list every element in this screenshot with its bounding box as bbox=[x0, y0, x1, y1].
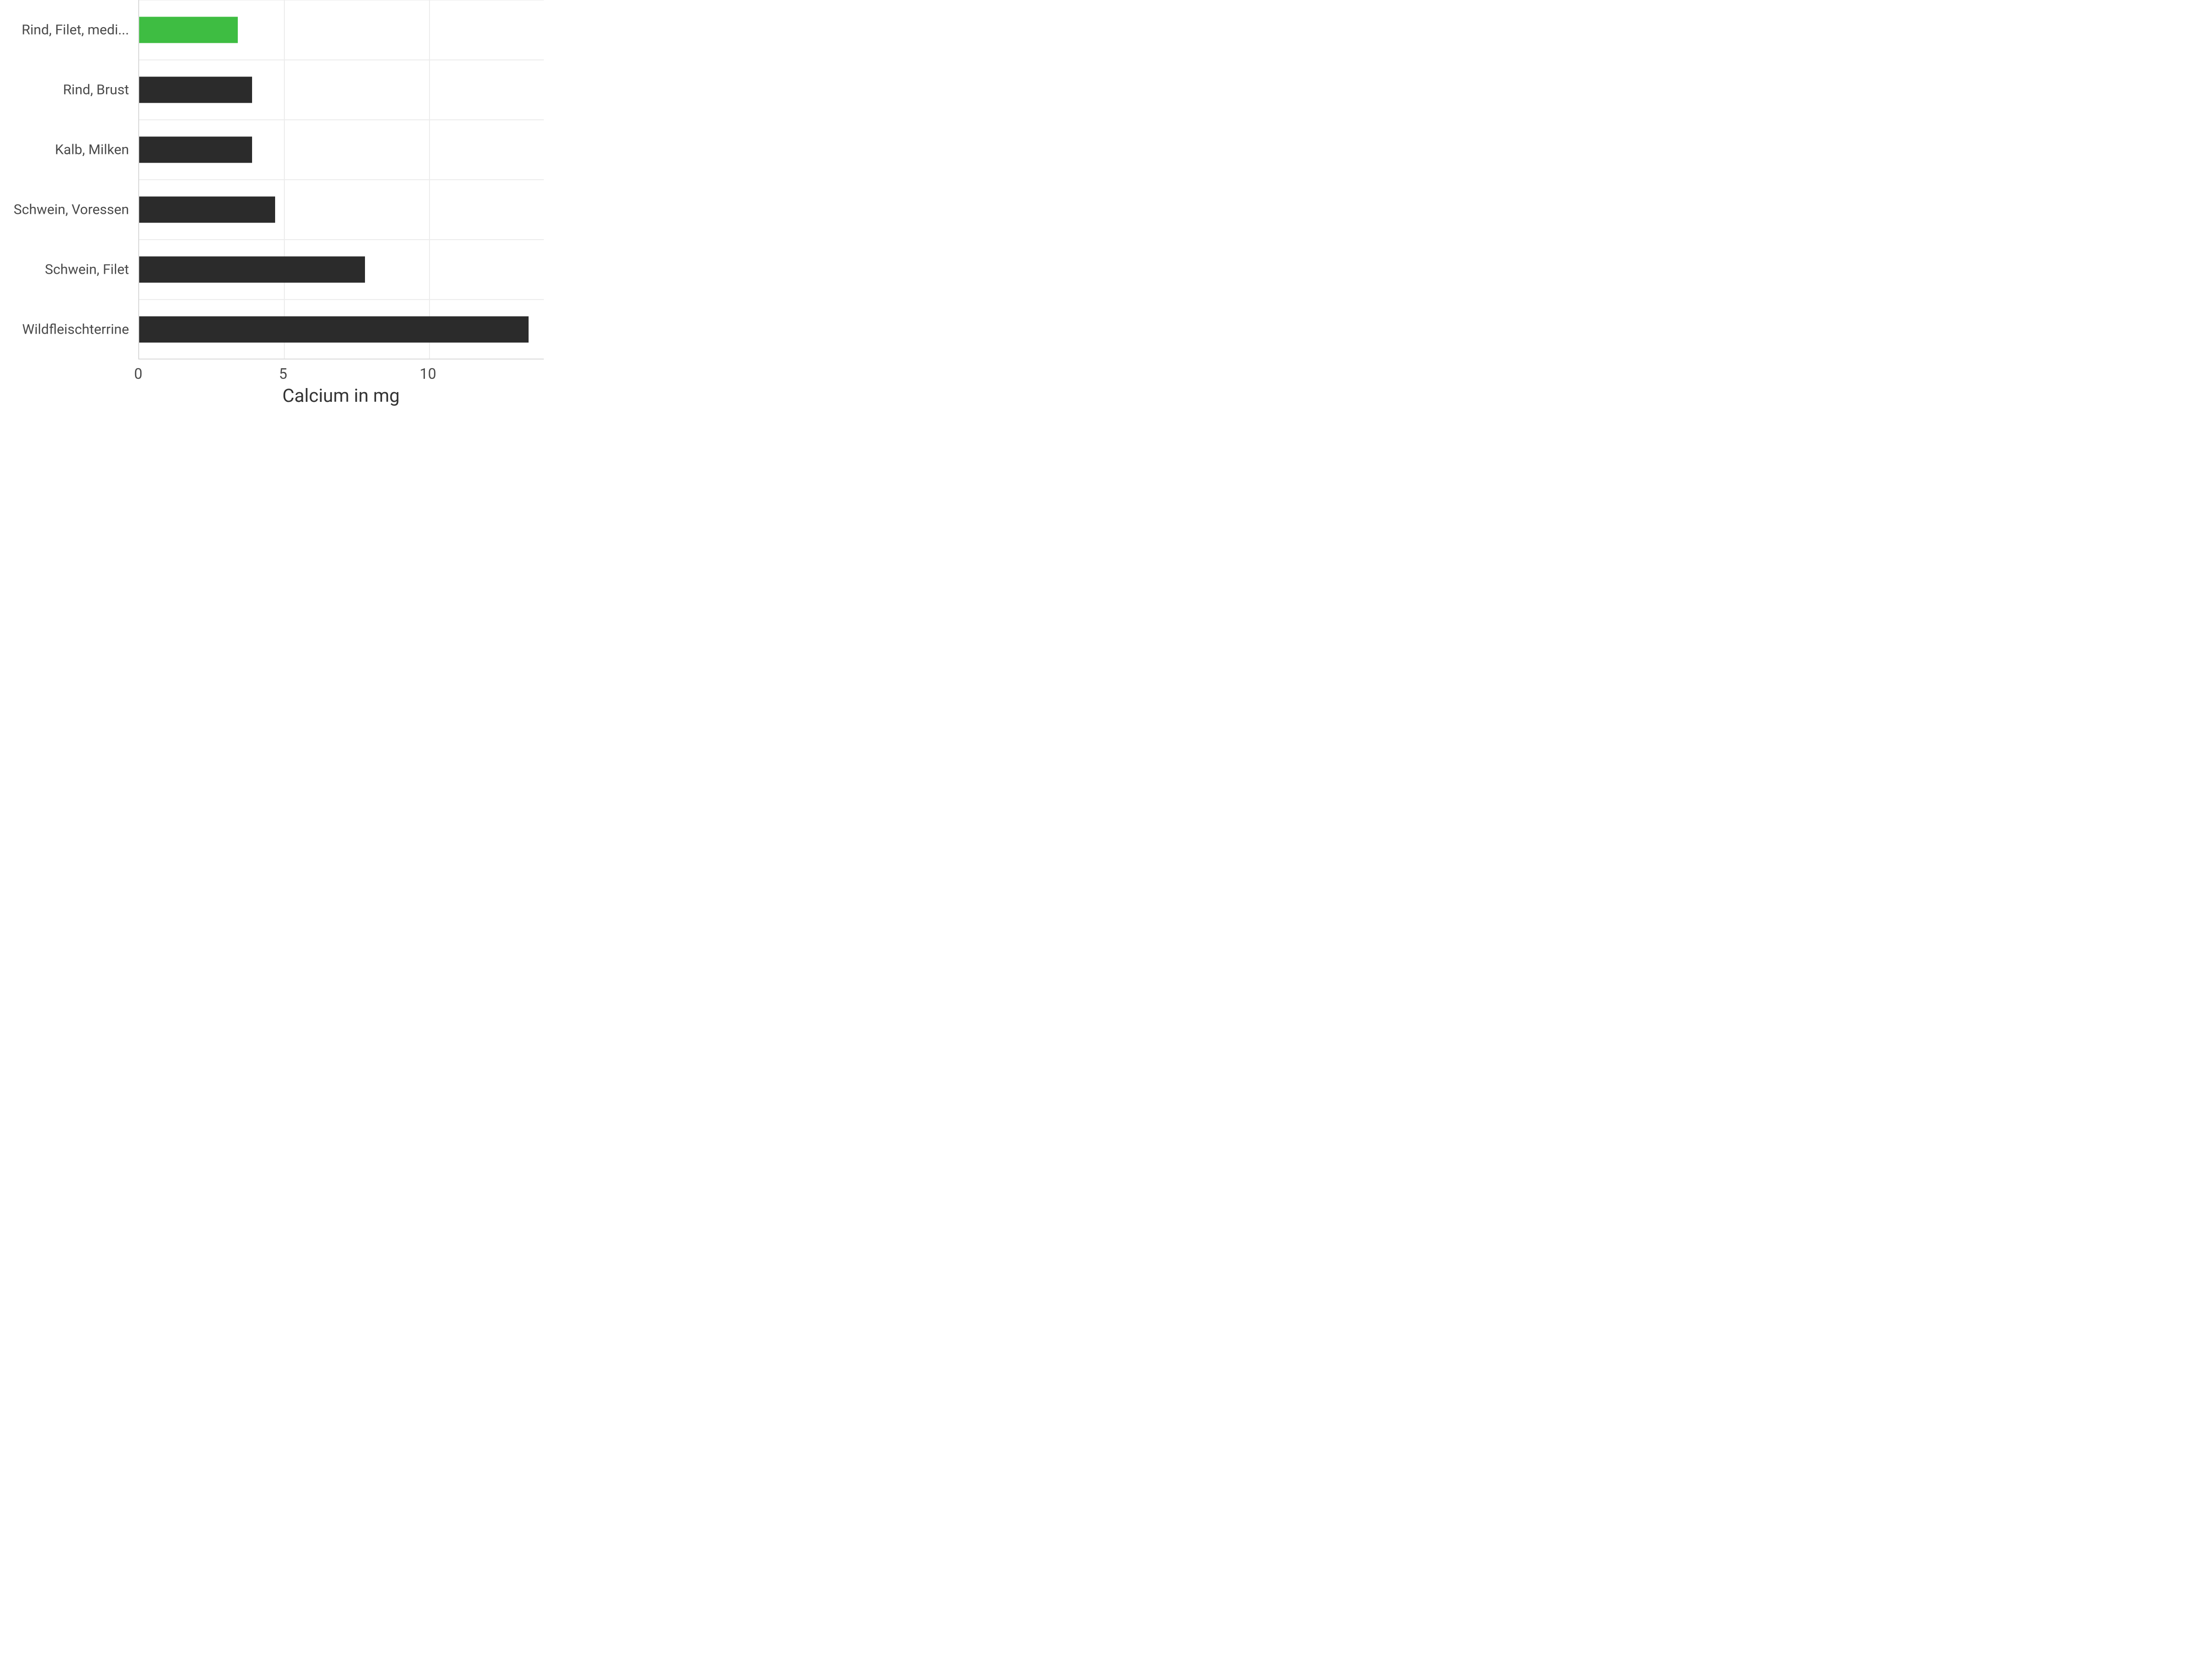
y-axis-label: Rind, Filet, medi... bbox=[22, 22, 129, 38]
x-axis-tick-label: 5 bbox=[279, 365, 287, 382]
horizontal-gridline bbox=[139, 119, 544, 120]
horizontal-gridline bbox=[139, 179, 544, 180]
horizontal-gridline bbox=[139, 239, 544, 240]
calcium-bar-chart: Rind, Filet, medi... Rind, Brust Kalb, Mil… bbox=[0, 0, 553, 415]
plot-area bbox=[138, 0, 544, 359]
x-axis-tick-label: 10 bbox=[420, 365, 436, 382]
y-axis-labels: Rind, Filet, medi... Rind, Brust Kalb, Mil… bbox=[0, 0, 138, 359]
y-axis-label: Wildfleischterrine bbox=[22, 322, 129, 338]
x-axis-ticks: 0510 bbox=[138, 365, 544, 383]
y-axis-label: Schwein, Filet bbox=[45, 262, 129, 278]
bar bbox=[139, 256, 365, 282]
bar bbox=[139, 136, 252, 163]
y-axis-label: Kalb, Milken bbox=[55, 142, 129, 158]
y-axis-label: Rind, Brust bbox=[63, 82, 129, 98]
x-axis-tick-label: 0 bbox=[134, 365, 142, 382]
horizontal-gridline bbox=[139, 359, 544, 360]
x-axis-title: Calcium in mg bbox=[138, 385, 544, 406]
bar bbox=[139, 196, 275, 223]
horizontal-gridline bbox=[139, 59, 544, 60]
y-axis-label: Schwein, Voressen bbox=[14, 202, 129, 218]
bar bbox=[139, 17, 238, 43]
bar bbox=[139, 316, 529, 342]
bar bbox=[139, 76, 252, 103]
horizontal-gridline bbox=[139, 299, 544, 300]
